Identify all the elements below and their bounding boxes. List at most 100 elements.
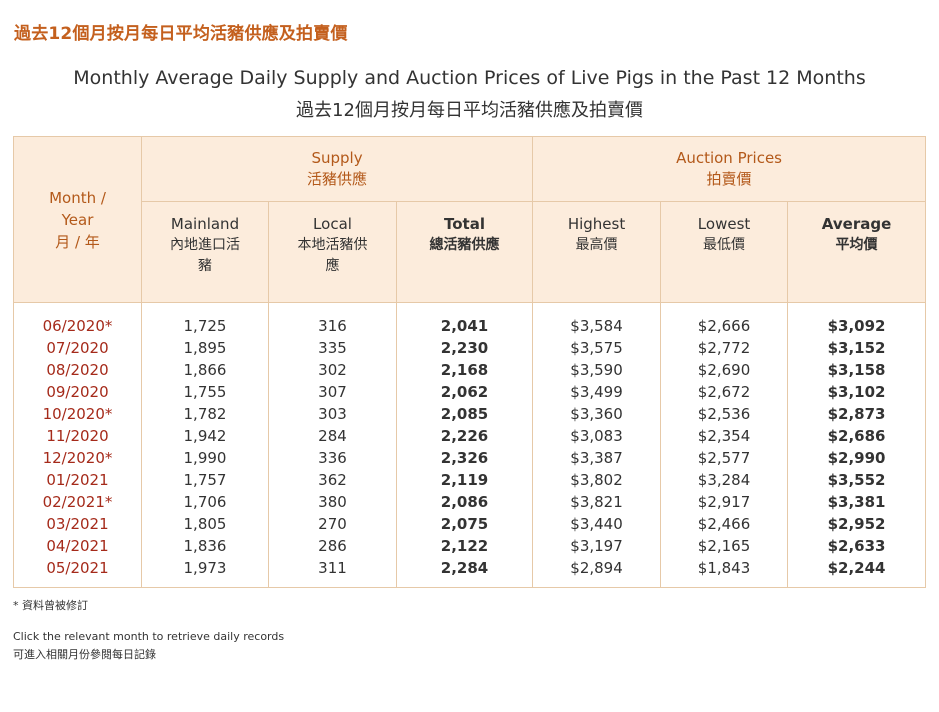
local-header-en: Local [313,215,352,233]
average-header-en: Average [821,215,892,233]
month-header-zh: 月 / 年 [55,232,100,251]
average-header-zh: 平均價 [835,237,878,253]
month-link[interactable]: 03/2021 [13,513,142,535]
table-row: 03/2021 1,805 270 2,075 $3,440 $2,466 $2,952 [13,513,927,535]
lowest-cell: $3,284 [660,469,789,491]
highest-cell: $3,499 [532,381,662,403]
local-cell: 336 [268,447,397,469]
highest-cell: $3,802 [532,469,662,491]
lowest-cell: $2,672 [660,381,789,403]
average-cell: $3,158 [787,359,927,381]
total-cell: 2,085 [395,403,534,425]
average-cell: $3,381 [787,491,927,513]
table-row: 05/2021 1,973 311 2,284 $2,894 $1,843 $2,244 [13,557,927,588]
average-cell: $3,102 [787,381,927,403]
mainland-cell: 1,990 [141,447,269,469]
lowest-cell: $2,666 [660,315,789,337]
local-cell: 302 [268,359,397,381]
table-spacer-row [13,302,927,315]
month-link[interactable]: 08/2020 [13,359,142,381]
local-cell: 316 [268,315,397,337]
average-cell: $2,244 [787,557,927,588]
table-title-en: Monthly Average Daily Supply and Auction… [73,67,866,89]
local-cell: 362 [268,469,397,491]
lowest-cell: $2,536 [660,403,789,425]
lowest-cell: $2,690 [660,359,789,381]
mainland-cell: 1,725 [141,315,269,337]
total-cell: 2,119 [395,469,534,491]
month-link[interactable]: 11/2020 [13,425,142,447]
total-cell: 2,075 [395,513,534,535]
average-cell: $3,092 [787,315,927,337]
local-cell: 303 [268,403,397,425]
click-instruction-en: Click the relevant month to retrieve dai… [13,630,285,643]
lowest-cell: $2,466 [660,513,789,535]
average-cell: $2,686 [787,425,927,447]
month-link[interactable]: 09/2020 [13,381,142,403]
month-link[interactable]: 06/2020* [13,315,142,337]
table-row: 07/2020 1,895 335 2,230 $3,575 $2,772 $3,152 [13,337,927,359]
mainland-cell: 1,706 [141,491,269,513]
lowest-cell: $2,354 [660,425,789,447]
table-body: 06/2020* 1,725 316 2,041 $3,584 $2,666 $3,092 0… [13,302,927,588]
mainland-header: Mainland 內地進口活豬 [141,201,269,303]
highest-cell: $3,590 [532,359,662,381]
total-cell: 2,041 [395,315,534,337]
mainland-cell: 1,973 [141,557,269,588]
table-row: 01/2021 1,757 362 2,119 $3,802 $3,284 $3,552 [13,469,927,491]
local-cell: 335 [268,337,397,359]
local-cell: 286 [268,535,397,557]
month-header-en2: Year [61,210,94,229]
table-row: 11/2020 1,942 284 2,226 $3,083 $2,354 $2,686 [13,425,927,447]
highest-header-en: Highest [567,215,626,233]
month-link[interactable]: 05/2021 [13,557,142,588]
total-cell: 2,062 [395,381,534,403]
local-cell: 307 [268,381,397,403]
supply-header-en: Supply [311,149,363,167]
average-cell: $2,990 [787,447,927,469]
mainland-cell: 1,782 [141,403,269,425]
table-row: 09/2020 1,755 307 2,062 $3,499 $2,672 $3,102 [13,381,927,403]
mainland-cell: 1,755 [141,381,269,403]
highest-cell: $3,440 [532,513,662,535]
highest-cell: $3,821 [532,491,662,513]
highest-cell: $3,197 [532,535,662,557]
month-link[interactable]: 01/2021 [13,469,142,491]
month-link[interactable]: 10/2020* [13,403,142,425]
table-title-zh: 過去12個月按月每日平均活豬供應及拍賣價 [296,100,643,121]
table-row: 10/2020* 1,782 303 2,085 $3,360 $2,536 $2,873 [13,403,927,425]
average-cell: $2,633 [787,535,927,557]
total-cell: 2,168 [395,359,534,381]
highest-header: Highest 最高價 [532,201,662,303]
local-header: Local 本地活豬供應 [268,201,397,303]
table-row: 04/2021 1,836 286 2,122 $3,197 $2,165 $2,633 [13,535,927,557]
table-row: 02/2021* 1,706 380 2,086 $3,821 $2,917 $3,381 [13,491,927,513]
highest-cell: $3,083 [532,425,662,447]
total-cell: 2,326 [395,447,534,469]
lowest-cell: $2,165 [660,535,789,557]
month-link[interactable]: 07/2020 [13,337,142,359]
month-header-en1: Month / [49,188,106,207]
mainland-cell: 1,895 [141,337,269,359]
auction-header-en: Auction Prices [676,149,782,167]
mainland-header-zh: 內地進口活豬 [170,237,240,274]
total-cell: 2,230 [395,337,534,359]
lowest-header-zh: 最低價 [703,237,746,253]
month-link[interactable]: 02/2021* [13,491,142,513]
total-cell: 2,122 [395,535,534,557]
highest-cell: $2,894 [532,557,662,588]
local-header-zh: 本地活豬供應 [297,237,368,274]
page-heading: 過去12個月按月每日平均活豬供應及拍賣價 [14,24,348,44]
month-link[interactable]: 04/2021 [13,535,142,557]
local-cell: 270 [268,513,397,535]
total-cell: 2,226 [395,425,534,447]
supply-price-table: Month / Year 月 / 年 Supply 活豬供應 Auction P… [13,136,927,588]
total-header-en: Total [444,215,485,233]
lowest-header-en: Lowest [697,215,751,233]
table-row: 08/2020 1,866 302 2,168 $3,590 $2,690 $3,158 [13,359,927,381]
mainland-cell: 1,805 [141,513,269,535]
average-cell: $2,873 [787,403,927,425]
month-link[interactable]: 12/2020* [13,447,142,469]
mainland-cell: 1,836 [141,535,269,557]
